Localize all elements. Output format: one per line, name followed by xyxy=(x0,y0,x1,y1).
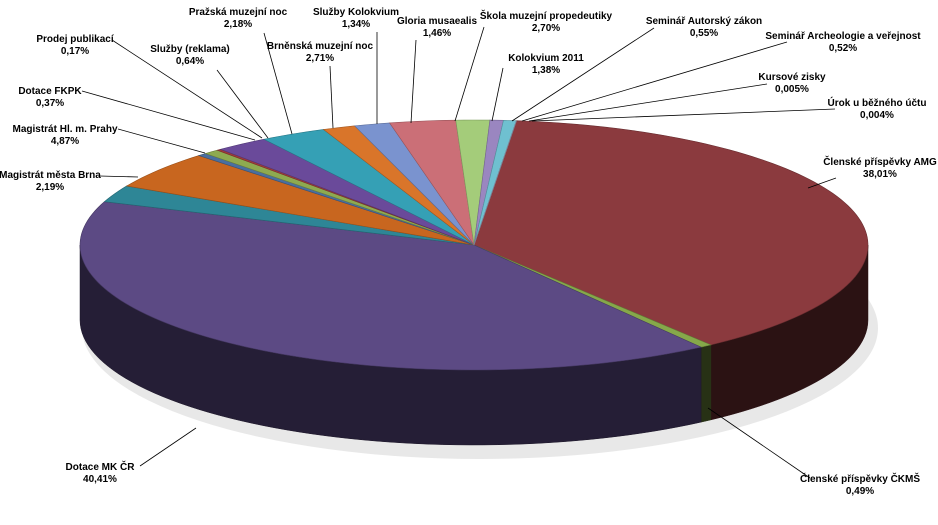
slice-name-label: Magistrát Hl. m. Prahy xyxy=(12,124,117,135)
leader-line-5 xyxy=(81,90,256,141)
slice-name-label: Služby (reklama) xyxy=(150,44,229,55)
slice-value-label: 0,55% xyxy=(690,28,718,39)
leader-line-8 xyxy=(263,32,293,135)
slice-value-label: 1,38% xyxy=(532,65,560,76)
leader-line-2 xyxy=(139,427,197,467)
slice-name-label: Pražská muzejní noc xyxy=(189,7,288,18)
slice-name-label: Úrok u běžného účtu xyxy=(828,96,927,109)
leader-line-7 xyxy=(111,39,263,139)
slice-name-label: Seminář Autorský zákon xyxy=(646,16,762,27)
slice-value-label: 2,70% xyxy=(532,23,560,34)
slice-name-label: Kursové zisky xyxy=(758,72,826,83)
slice-value-label: 1,34% xyxy=(342,19,370,30)
pie-top-faces xyxy=(79,119,869,371)
slice-name-label: Prodej publikací xyxy=(36,34,114,45)
slice-value-label: 0,49% xyxy=(846,486,874,497)
leader-line-6 xyxy=(216,69,269,139)
pie-slice-12 xyxy=(389,119,475,246)
slice-name-label: Členské příspěvky ČKMŠ xyxy=(800,472,920,485)
leader-line-11 xyxy=(410,39,417,124)
slice-value-label: 38,01% xyxy=(863,169,897,180)
slice-value-label: 0,004% xyxy=(860,110,894,121)
leader-line-9 xyxy=(329,65,334,129)
pie-slice-2 xyxy=(79,201,703,371)
pie-slice-9 xyxy=(263,129,475,246)
leader-line-17 xyxy=(531,108,836,122)
slice-name-label: Služby Kolokvium xyxy=(313,7,399,18)
slice-value-label: 40,41% xyxy=(83,474,117,485)
slice-value-label: 1,46% xyxy=(423,28,451,39)
leader-line-14 xyxy=(511,27,655,122)
pie-side-1 xyxy=(700,344,712,423)
slice-value-label: 4,87% xyxy=(51,136,79,147)
pie-slice-3 xyxy=(103,185,475,246)
slice-name-label: Kolokvium 2011 xyxy=(508,53,584,64)
slice-name-label: Magistrát města Brna xyxy=(0,170,101,181)
slice-value-label: 0,64% xyxy=(176,56,204,67)
slice-value-label: 0,52% xyxy=(829,43,857,54)
leader-line-12 xyxy=(454,26,485,122)
slice-name-label: Gloria musaealis xyxy=(397,16,477,27)
pie-slice-0 xyxy=(473,120,869,346)
slice-value-label: 0,37% xyxy=(36,98,64,109)
slice-name-label: Dotace MK ČR xyxy=(66,460,136,473)
slice-name-label: Dotace FKPK xyxy=(18,86,82,97)
pie-slice-17 xyxy=(473,120,517,246)
leader-line-13 xyxy=(491,67,504,122)
leader-line-4 xyxy=(117,128,206,154)
slice-name-label: Členské příspěvky AMG xyxy=(823,155,937,168)
slice-name-label: Seminář Archeologie a veřejnost xyxy=(765,31,921,42)
slice-value-label: 0,005% xyxy=(775,84,809,95)
slice-value-label: 2,18% xyxy=(224,19,252,30)
pie-slice-8 xyxy=(219,138,475,246)
leader-line-16 xyxy=(528,83,768,122)
slice-value-label: 2,71% xyxy=(306,53,334,64)
slice-value-label: 2,19% xyxy=(36,182,64,193)
leader-line-3 xyxy=(99,175,139,178)
leader-line-1 xyxy=(707,407,811,479)
leader-line-15 xyxy=(521,41,788,122)
slice-name-label: Brněnská muzejní noc xyxy=(267,41,374,52)
leader-line-0 xyxy=(807,177,837,189)
slice-name-label: Škola muzejní propedeutiky xyxy=(480,9,613,22)
slice-value-label: 0,17% xyxy=(61,46,89,57)
pie-slice-4 xyxy=(125,155,475,246)
